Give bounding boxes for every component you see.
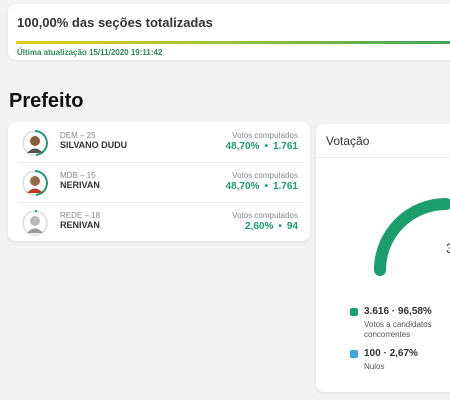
vote-count: 1.761 — [272, 181, 298, 192]
progress-fill — [16, 41, 450, 44]
vote-share-ring — [34, 170, 48, 196]
vote-count: 1.761 — [272, 141, 298, 152]
candidate-votes: 48,70% • 1.761 — [226, 181, 298, 192]
status-card: 100,00% das seções totalizadas Última at… — [8, 4, 450, 60]
candidate-name: SILVANO DUDU — [60, 140, 128, 150]
divider — [316, 157, 450, 158]
candidate-row[interactable]: MDB – 15 NERIVAN Votos computados 48,70%… — [18, 164, 304, 203]
votes-label: Votos computados — [232, 171, 298, 180]
candidate-votes: 2,60% • 94 — [245, 221, 298, 232]
votes-gauge-chart — [374, 198, 450, 276]
avatar — [22, 130, 48, 156]
votacao-title: Votação — [326, 134, 370, 148]
totalization-progress-bar — [16, 41, 450, 44]
candidate-votes: 48,70% • 1.761 — [226, 141, 298, 152]
candidate-party: MDB – 15 — [60, 171, 96, 180]
legend-swatch — [350, 350, 358, 358]
legend-value: 3.616 · 96,58% — [364, 306, 432, 317]
separator-dot: • — [264, 141, 268, 152]
separator-dot: • — [264, 181, 268, 192]
legend-label: Nulos — [364, 362, 385, 371]
vote-count: 94 — [286, 221, 298, 232]
candidate-photo-icon — [22, 210, 48, 236]
candidate-photo-icon — [22, 170, 48, 196]
votes-label: Votos computados — [232, 211, 298, 220]
candidate-photo-icon — [22, 130, 48, 156]
legend-label: Votos a candidatos concorrentes — [364, 320, 432, 339]
votacao-card: Votação 3 3.616 · 96,58% Votos a candida… — [316, 124, 450, 392]
votes-label: Votos computados — [232, 131, 298, 140]
vote-percent: 48,70% — [225, 181, 260, 192]
candidate-name: NERIVAN — [60, 180, 100, 190]
legend-value: 100 · 2,67% — [364, 348, 418, 359]
candidate-row[interactable]: DEM – 25 SILVANO DUDU Votos computados 4… — [18, 124, 304, 163]
avatar — [22, 210, 48, 236]
vote-share-ring — [34, 130, 48, 156]
vote-percent: 48,70% — [225, 141, 260, 152]
candidate-party: DEM – 25 — [60, 131, 96, 140]
gauge-arc-valid-votes — [374, 198, 450, 276]
gauge-center-value: 3 — [446, 240, 450, 256]
candidate-name: RENIVAN — [60, 220, 100, 230]
vote-percent: 2,60% — [245, 221, 274, 232]
avatar — [22, 170, 48, 196]
candidate-party: REDE – 18 — [60, 211, 101, 220]
last-update-text: Última atualização 15/11/2020 19:11:42 — [17, 48, 163, 57]
separator-dot: • — [278, 221, 282, 232]
page-title: Prefeito — [9, 90, 84, 112]
legend-swatch — [350, 308, 358, 316]
candidates-card: DEM – 25 SILVANO DUDU Votos computados 4… — [8, 122, 310, 241]
candidate-row[interactable]: REDE – 18 RENIVAN Votos computados 2,60%… — [18, 204, 304, 242]
sections-totalized-title: 100,00% das seções totalizadas — [17, 15, 213, 30]
